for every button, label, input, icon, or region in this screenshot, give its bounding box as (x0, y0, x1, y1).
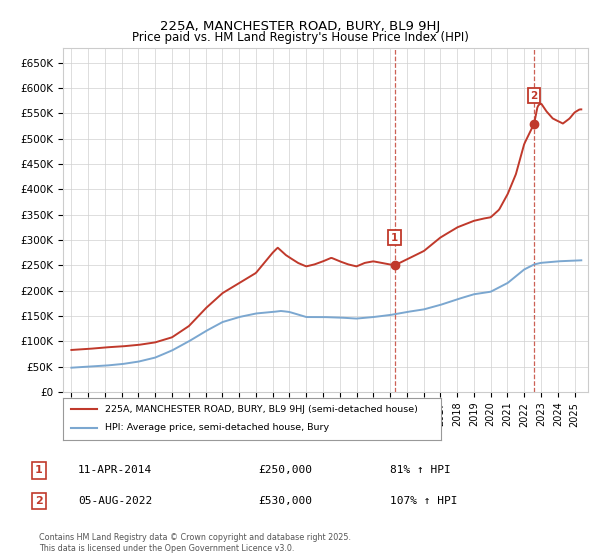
Text: 2: 2 (35, 496, 43, 506)
Text: 11-APR-2014: 11-APR-2014 (78, 465, 152, 475)
Text: 2: 2 (530, 91, 538, 101)
Text: 05-AUG-2022: 05-AUG-2022 (78, 496, 152, 506)
Text: 1: 1 (35, 465, 43, 475)
Text: 107% ↑ HPI: 107% ↑ HPI (390, 496, 458, 506)
Text: £530,000: £530,000 (258, 496, 312, 506)
Text: £250,000: £250,000 (258, 465, 312, 475)
Text: Price paid vs. HM Land Registry's House Price Index (HPI): Price paid vs. HM Land Registry's House … (131, 31, 469, 44)
Text: 225A, MANCHESTER ROAD, BURY, BL9 9HJ: 225A, MANCHESTER ROAD, BURY, BL9 9HJ (160, 20, 440, 32)
Text: 225A, MANCHESTER ROAD, BURY, BL9 9HJ (semi-detached house): 225A, MANCHESTER ROAD, BURY, BL9 9HJ (se… (104, 405, 418, 414)
Text: 81% ↑ HPI: 81% ↑ HPI (390, 465, 451, 475)
Text: 1: 1 (391, 232, 398, 242)
Text: Contains HM Land Registry data © Crown copyright and database right 2025.
This d: Contains HM Land Registry data © Crown c… (39, 533, 351, 553)
Text: HPI: Average price, semi-detached house, Bury: HPI: Average price, semi-detached house,… (104, 423, 329, 432)
